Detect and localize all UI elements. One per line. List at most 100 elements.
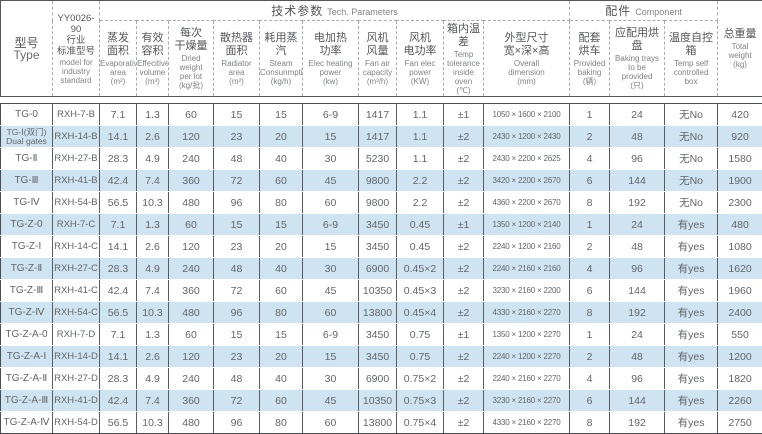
cell: 13800 (358, 411, 397, 434)
cell: 2.6 (136, 125, 169, 148)
cell: TG-Z-Ⅰ (0, 235, 53, 258)
cell: 0.75×3 (396, 389, 444, 412)
cell: 0.45×4 (396, 301, 444, 324)
colhead-evaporative-area: 蒸发 面积 Evaporative area (m²) (99, 20, 137, 97)
cell: 0.75×4 (396, 411, 444, 434)
cell: 2 (569, 345, 611, 368)
cell: 60 (168, 103, 214, 126)
header-body-gap (0, 96, 762, 104)
cell: 4.9 (136, 257, 169, 280)
table-row: TG-Z-A-0 RXH-7-D 7.1 1.3 60 15 15 6-9 3450 0.75 ±1… (0, 323, 762, 346)
cell: 4330 × 2160 × 2270 (482, 301, 571, 324)
cell: 有yes (664, 213, 719, 236)
cell: TG-Ⅳ (0, 191, 53, 214)
cell: 7.1 (99, 103, 137, 126)
cell: 1.1 (396, 125, 444, 148)
cell: 0.45 (396, 213, 444, 236)
cell: 2.6 (136, 345, 169, 368)
cell: 48 (213, 257, 260, 280)
colhead-type-en: Type (13, 48, 40, 62)
cell: 7.4 (136, 389, 169, 412)
cell: 有yes (664, 411, 719, 434)
table-row: TG-Z-A-Ⅲ RXH-41-D 42.4 7.4 360 72 60 45 10350 0.7… (0, 389, 762, 412)
cell: 480 (168, 191, 214, 214)
cell: ±2 (443, 389, 484, 412)
cell: 42.4 (99, 169, 137, 192)
cell: ±2 (443, 257, 484, 280)
cell: 4.9 (136, 367, 169, 390)
cell: 2 (569, 125, 611, 148)
colhead-industry-standard: YY0026-90 行业 标准型号 model for industry sta… (52, 0, 100, 97)
cell: ±2 (443, 235, 484, 258)
cell: 30 (302, 147, 359, 170)
cell: 48 (213, 367, 260, 390)
colhead-steam-consumption: 耗用蒸汽 Steam Consunmption (kg/h) (259, 20, 303, 97)
cell: RXH-7-B (52, 103, 100, 126)
cell: 96 (213, 301, 260, 324)
cell: TG-Z-A-Ⅲ (0, 389, 53, 412)
cell: 192 (609, 411, 666, 434)
cell: 2430 × 1200 × 2430 (482, 125, 571, 148)
cell: 1 (569, 323, 611, 346)
cell: 0.75 (396, 345, 444, 368)
cell: 0.75 (396, 323, 444, 346)
cell: 40 (259, 257, 303, 280)
cell: 6-9 (302, 323, 359, 346)
cell: 3450 (358, 323, 397, 346)
colhead-temp-tolerance: 箱内温差 Temp tolerance inside oven (℃) (443, 20, 484, 97)
cell: 2400 (717, 301, 762, 324)
cell: 3450 (358, 213, 397, 236)
cell: 2300 (717, 191, 762, 214)
cell: 20 (259, 125, 303, 148)
cell: 3420 × 2200 × 2670 (482, 169, 571, 192)
cell: RXH-41-B (52, 169, 100, 192)
cell: 2 (569, 235, 611, 258)
cell: 56.5 (99, 411, 137, 434)
cell: 1.1 (396, 103, 444, 126)
cell: TG-Z-Ⅲ (0, 279, 53, 302)
cell: 7.1 (99, 323, 137, 346)
cell: 120 (168, 235, 214, 258)
cell: 15 (213, 213, 260, 236)
cell: 15 (302, 235, 359, 258)
colhead-fan-elec-power: 风机 电功率 Fan elec power (KW) (396, 20, 444, 97)
cell: 192 (609, 191, 666, 214)
cell: TG-Ⅲ (0, 169, 53, 192)
cell: RXH-14-D (52, 345, 100, 368)
cell: ±1 (443, 323, 484, 346)
cell: 4.9 (136, 147, 169, 170)
cell: 1900 (717, 169, 762, 192)
cell: 2240 × 1200 × 2160 (482, 235, 571, 258)
cell: RXH-27-C (52, 257, 100, 280)
cell: 23 (213, 125, 260, 148)
cell: 2240 × 2160 × 2270 (482, 367, 571, 390)
cell: 有yes (664, 235, 719, 258)
cell: 0.75×2 (396, 367, 444, 390)
cell: 120 (168, 345, 214, 368)
cell: 14.1 (99, 125, 137, 148)
cell: 72 (213, 279, 260, 302)
cell: 60 (259, 279, 303, 302)
cell: 144 (609, 169, 666, 192)
cell: 240 (168, 147, 214, 170)
cell: 192 (609, 301, 666, 324)
cell: 1.3 (136, 103, 169, 126)
cell: 28.3 (99, 147, 137, 170)
cell: 0.45×2 (396, 257, 444, 280)
cell: 80 (259, 411, 303, 434)
cell: ±2 (443, 279, 484, 302)
cell: RXH-41-C (52, 279, 100, 302)
cell: 7.1 (99, 213, 137, 236)
cell: 360 (168, 389, 214, 412)
cell: 1820 (717, 367, 762, 390)
cell: TG-Z-A-0 (0, 323, 53, 346)
cell: RXH-54-D (52, 411, 100, 434)
cell: 480 (717, 213, 762, 236)
cell: 40 (259, 147, 303, 170)
cell: 无No (664, 169, 719, 192)
cell: TG-Z-0 (0, 213, 53, 236)
cell: 1 (569, 103, 611, 126)
cell: TG-Z-A-Ⅰ (0, 345, 53, 368)
cell: ±2 (443, 191, 484, 214)
cell: 30 (302, 257, 359, 280)
